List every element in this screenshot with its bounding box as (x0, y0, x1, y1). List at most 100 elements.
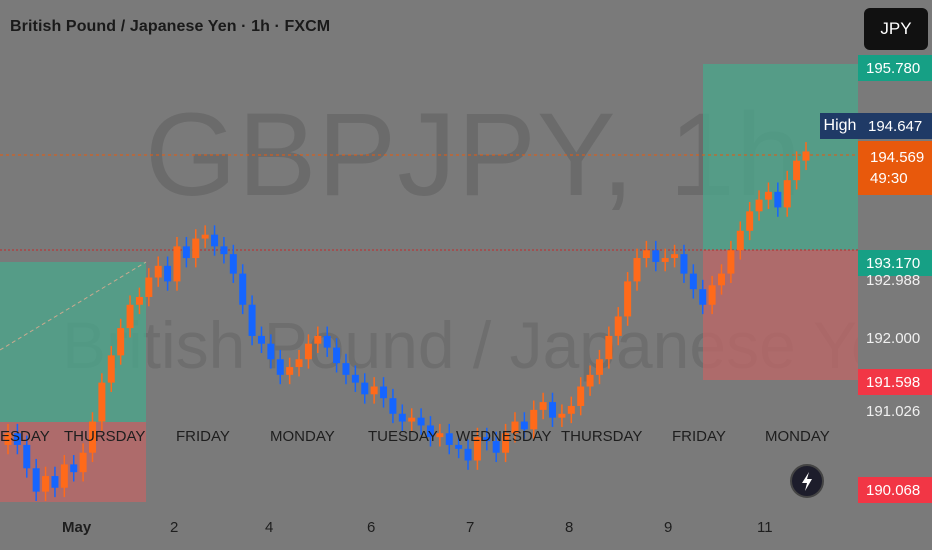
price-label: 195.780 (858, 55, 932, 81)
current-price-label: 194.569 49:30 (858, 141, 932, 195)
candle-body (361, 382, 369, 395)
candle-body (117, 328, 125, 356)
date-label: May (62, 519, 92, 536)
day-label: ESDAY (0, 428, 50, 445)
high-price-label: 194.647 (858, 113, 932, 139)
price-label: 193.170 (858, 250, 932, 276)
candle-body (304, 343, 312, 360)
candle-body (88, 421, 96, 453)
candle-body (342, 363, 350, 375)
lightning-glyph (802, 472, 812, 491)
candle-body (229, 254, 237, 274)
candle-body (502, 433, 510, 453)
candle-body (624, 281, 632, 317)
candle-body (4, 433, 12, 445)
candle-body (248, 304, 256, 336)
date-label: 6 (367, 519, 376, 536)
profit-zone (703, 64, 858, 250)
candle-body (276, 359, 284, 375)
candle-body (473, 437, 481, 461)
date-label: 4 (265, 519, 274, 536)
day-label: FRIDAY (176, 428, 230, 445)
candle-body (520, 421, 528, 430)
candle-body (793, 160, 801, 181)
candle-body (417, 417, 425, 426)
date-label: 9 (664, 519, 673, 536)
candle-body (286, 367, 294, 375)
candle-body (492, 441, 500, 453)
candle-body (126, 304, 134, 329)
candle-body (351, 374, 359, 383)
date-label: 2 (170, 519, 179, 536)
bar-countdown: 49:30 (870, 170, 908, 187)
candle-body (689, 273, 697, 290)
candle-body (154, 265, 162, 278)
candle-body (614, 316, 622, 336)
trend-line (0, 261, 147, 351)
chart-title[interactable]: British Pound / Japanese Yen · 1h · FXCM (10, 18, 331, 35)
candle-body (164, 265, 172, 282)
candle-body (595, 359, 603, 375)
day-label: THURSDAY (561, 428, 643, 445)
candle-body (220, 246, 228, 255)
candle-body (145, 277, 153, 297)
price-label: 190.068 (858, 477, 932, 503)
price-label: 192.000 (866, 330, 921, 347)
current-price: 194.569 (870, 149, 925, 166)
candle-body (408, 417, 416, 422)
candle-body (586, 374, 594, 387)
candle-body (389, 398, 397, 414)
candle-body (718, 273, 726, 286)
candle-body (736, 230, 744, 251)
candle-body (135, 296, 143, 305)
candle-body (455, 444, 463, 449)
candle-body (32, 468, 40, 492)
candle-body (370, 386, 378, 395)
candle-body (79, 452, 87, 473)
candle-body (699, 289, 707, 305)
candle-body (70, 464, 78, 473)
candle-body (23, 444, 31, 469)
date-label: 11 (757, 519, 773, 536)
candle-body (483, 437, 491, 442)
candle-body (530, 409, 538, 430)
candle-body (60, 464, 68, 488)
candle-body (267, 343, 275, 360)
candle-body (783, 180, 791, 208)
currency-button[interactable]: JPY (864, 8, 928, 50)
candle-body (680, 254, 688, 274)
candle-body (211, 234, 219, 247)
candle-body (633, 258, 641, 282)
candle-body (182, 246, 190, 259)
candle-body (567, 405, 575, 414)
candle-body (173, 246, 181, 282)
day-label: WEDNESDAY (456, 428, 552, 445)
candle-body (98, 382, 106, 422)
candle-body (398, 413, 406, 422)
candle-body (661, 258, 669, 262)
day-label: THURSDAY (64, 428, 146, 445)
candle-body (764, 191, 772, 200)
candle-body (333, 347, 341, 364)
candle-body (445, 433, 453, 445)
candle-body (549, 402, 557, 418)
candle-body (727, 250, 735, 274)
high-tag: High (820, 113, 860, 139)
candle-body (314, 335, 322, 344)
candle-body (257, 335, 265, 344)
day-label: FRIDAY (672, 428, 726, 445)
day-label: MONDAY (765, 428, 830, 445)
candle-body (201, 234, 209, 239)
candle-body (295, 359, 303, 368)
candle-body (642, 250, 650, 259)
candle-body (708, 285, 716, 305)
candle-body (464, 448, 472, 461)
candle-body (380, 386, 388, 399)
price-label: 192.988 (866, 272, 921, 289)
candle-body (51, 476, 59, 488)
candle-body (746, 211, 754, 231)
lightning-icon[interactable] (790, 464, 824, 498)
candle-body (42, 476, 50, 492)
